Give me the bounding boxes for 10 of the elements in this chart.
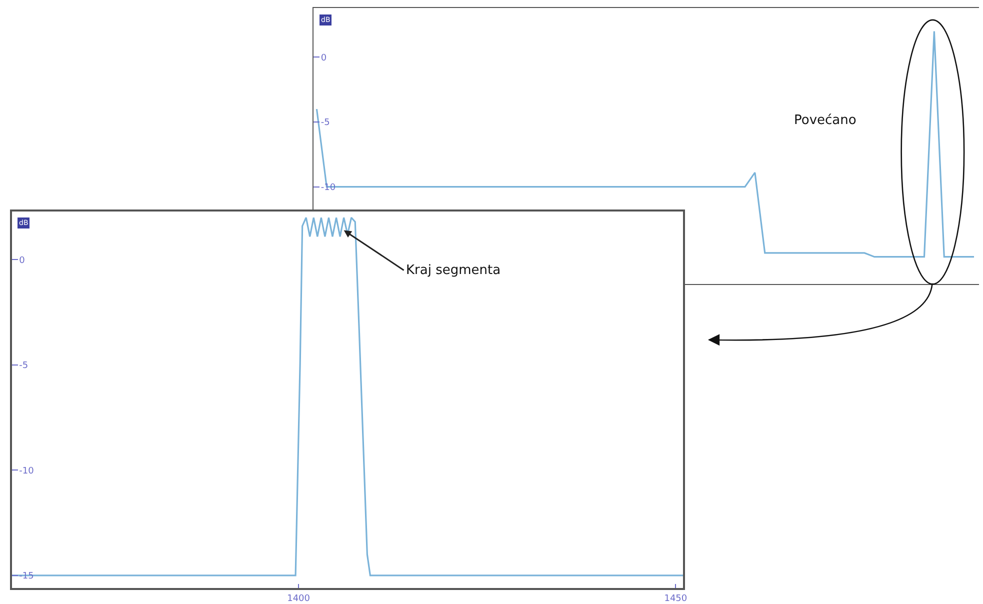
- y-tick-label: -5: [320, 118, 330, 128]
- y-tick-label: 0: [320, 53, 327, 64]
- annotation: Povećano: [794, 113, 856, 128]
- y-tick-label: -10: [19, 466, 34, 476]
- y-tick-label: -5: [19, 361, 28, 372]
- y-tick-label: 0: [19, 256, 26, 266]
- x-tick-label: 1450: [664, 594, 688, 604]
- line-series: [316, 30, 975, 258]
- x-tick-label: 1400: [287, 594, 310, 604]
- annotation: Kraj segmenta: [406, 263, 501, 278]
